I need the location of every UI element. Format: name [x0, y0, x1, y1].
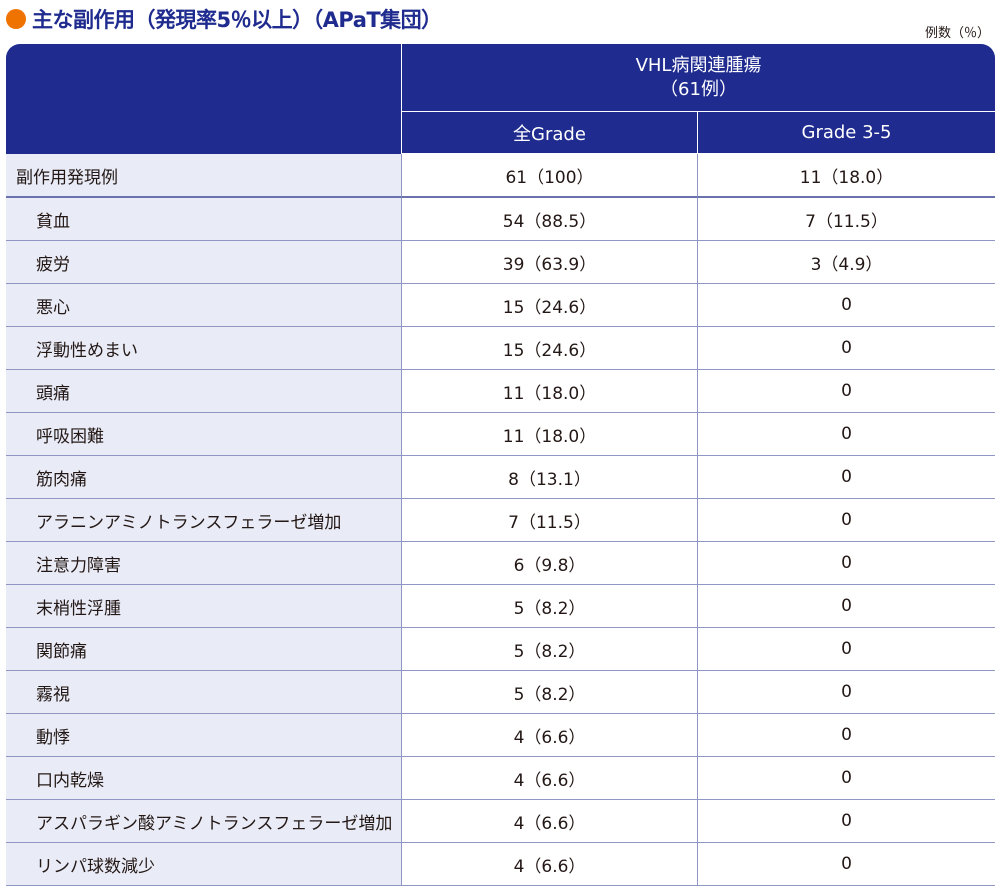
cell-grade-3-5: 0: [698, 757, 996, 800]
cell-grade-3-5: 0: [698, 499, 996, 542]
table-row: 貧血 54（88.5） 7（11.5）: [6, 198, 996, 241]
table-row: 疲労 39（63.9） 3（4.9）: [6, 241, 996, 284]
header-group: VHL病関連腫瘍 （61例）: [402, 44, 996, 112]
bullet-dot-icon: [6, 9, 26, 29]
page-title: 主な副作用（発現率5％以上）（APaT集団）: [32, 8, 442, 32]
table-row: 動悸 4（6.6） 0: [6, 714, 996, 757]
row-label: 霧視: [6, 671, 402, 714]
cell-grade-3-5: 0: [698, 370, 996, 413]
table-row: 関節痛 5（8.2） 0: [6, 628, 996, 671]
row-label: 頭痛: [6, 370, 402, 413]
cell-all-grade: 4（6.6）: [402, 714, 698, 757]
cell-grade-3-5: 0: [698, 800, 996, 843]
cell-grade-3-5: 3（4.9）: [698, 241, 996, 284]
row-label: 悪心: [6, 284, 402, 327]
adverse-reactions-table: VHL病関連腫瘍 （61例） 全Grade Grade 3-5 副作用発現例 61…: [6, 44, 996, 886]
table-row: 頭痛 11（18.0） 0: [6, 370, 996, 413]
header-group-line1: VHL病関連腫瘍: [635, 54, 762, 76]
row-label: 浮動性めまい: [6, 327, 402, 370]
cell-all-grade: 54（88.5）: [402, 198, 698, 241]
row-label: 副作用発現例: [6, 154, 402, 198]
table-row: 筋肉痛 8（13.1） 0: [6, 456, 996, 499]
table-row: 悪心 15（24.6） 0: [6, 284, 996, 327]
cell-all-grade: 4（6.6）: [402, 800, 698, 843]
row-label: アスパラギン酸アミノトランスフェラーゼ増加: [6, 800, 402, 843]
row-label: 関節痛: [6, 628, 402, 671]
header-grade-3-5: Grade 3-5: [698, 112, 996, 154]
cell-grade-3-5: 7（11.5）: [698, 198, 996, 241]
cell-all-grade: 11（18.0）: [402, 370, 698, 413]
header-all-grade: 全Grade: [402, 112, 698, 154]
cell-all-grade: 5（8.2）: [402, 628, 698, 671]
row-label: 注意力障害: [6, 542, 402, 585]
cell-all-grade: 39（63.9）: [402, 241, 698, 284]
table-row: 浮動性めまい 15（24.6） 0: [6, 327, 996, 370]
cell-grade-3-5: 0: [698, 327, 996, 370]
row-label: 疲労: [6, 241, 402, 284]
row-label: リンパ球数減少: [6, 843, 402, 886]
table-row: 霧視 5（8.2） 0: [6, 671, 996, 714]
cell-grade-3-5: 0: [698, 542, 996, 585]
table-row: リンパ球数減少 4（6.6） 0: [6, 843, 996, 886]
table-row: アラニンアミノトランスフェラーゼ増加 7（11.5） 0: [6, 499, 996, 542]
title-row: 主な副作用（発現率5％以上）（APaT集団）: [6, 4, 442, 34]
table-row: 末梢性浮腫 5（8.2） 0: [6, 585, 996, 628]
cell-all-grade: 4（6.6）: [402, 843, 698, 886]
row-label: アラニンアミノトランスフェラーゼ増加: [6, 499, 402, 542]
cell-grade-3-5: 0: [698, 284, 996, 327]
cell-all-grade: 11（18.0）: [402, 413, 698, 456]
cell-all-grade: 61（100）: [402, 154, 698, 198]
table-row: 呼吸困難 11（18.0） 0: [6, 413, 996, 456]
cell-grade-3-5: 0: [698, 628, 996, 671]
cell-grade-3-5: 0: [698, 585, 996, 628]
cell-grade-3-5: 0: [698, 671, 996, 714]
table-row: アスパラギン酸アミノトランスフェラーゼ増加 4（6.6） 0: [6, 800, 996, 843]
cell-all-grade: 5（8.2）: [402, 585, 698, 628]
header-group-line2: （61例）: [660, 78, 737, 100]
unit-note: 例数（％）: [924, 26, 990, 41]
cell-grade-3-5: 0: [698, 456, 996, 499]
cell-all-grade: 15（24.6）: [402, 327, 698, 370]
cell-all-grade: 5（8.2）: [402, 671, 698, 714]
cell-all-grade: 7（11.5）: [402, 499, 698, 542]
table-row: 副作用発現例 61（100） 11（18.0）: [6, 154, 996, 198]
cell-all-grade: 15（24.6）: [402, 284, 698, 327]
row-label: 筋肉痛: [6, 456, 402, 499]
row-label: 口内乾燥: [6, 757, 402, 800]
cell-all-grade: 6（9.8）: [402, 542, 698, 585]
row-label: 呼吸困難: [6, 413, 402, 456]
cell-all-grade: 8（13.1）: [402, 456, 698, 499]
cell-grade-3-5: 0: [698, 843, 996, 886]
row-label: 末梢性浮腫: [6, 585, 402, 628]
cell-grade-3-5: 11（18.0）: [698, 154, 996, 198]
row-label: 貧血: [6, 198, 402, 241]
table-row: 口内乾燥 4（6.6） 0: [6, 757, 996, 800]
cell-all-grade: 4（6.6）: [402, 757, 698, 800]
cell-grade-3-5: 0: [698, 413, 996, 456]
header-corner: [6, 44, 402, 154]
row-label: 動悸: [6, 714, 402, 757]
cell-grade-3-5: 0: [698, 714, 996, 757]
table-row: 注意力障害 6（9.8） 0: [6, 542, 996, 585]
